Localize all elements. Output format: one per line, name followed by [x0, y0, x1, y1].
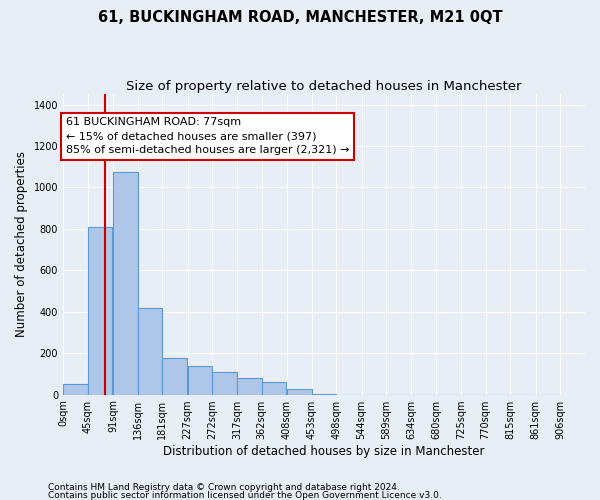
Bar [163, 358, 187, 394]
Text: 61, BUCKINGHAM ROAD, MANCHESTER, M21 0QT: 61, BUCKINGHAM ROAD, MANCHESTER, M21 0QT [98, 10, 502, 25]
Bar [262, 382, 286, 394]
Text: Contains HM Land Registry data © Crown copyright and database right 2024.: Contains HM Land Registry data © Crown c… [48, 484, 400, 492]
Text: Contains public sector information licensed under the Open Government Licence v3: Contains public sector information licen… [48, 490, 442, 500]
X-axis label: Distribution of detached houses by size in Manchester: Distribution of detached houses by size … [163, 444, 485, 458]
Title: Size of property relative to detached houses in Manchester: Size of property relative to detached ho… [126, 80, 522, 93]
Bar [287, 390, 311, 394]
Bar [212, 372, 237, 394]
Bar [237, 378, 262, 394]
Bar [188, 366, 212, 394]
Bar [137, 308, 163, 394]
Bar [88, 227, 112, 394]
Y-axis label: Number of detached properties: Number of detached properties [15, 152, 28, 338]
Bar [113, 172, 137, 394]
Text: 61 BUCKINGHAM ROAD: 77sqm
← 15% of detached houses are smaller (397)
85% of semi: 61 BUCKINGHAM ROAD: 77sqm ← 15% of detac… [66, 118, 349, 156]
Bar [63, 384, 88, 394]
